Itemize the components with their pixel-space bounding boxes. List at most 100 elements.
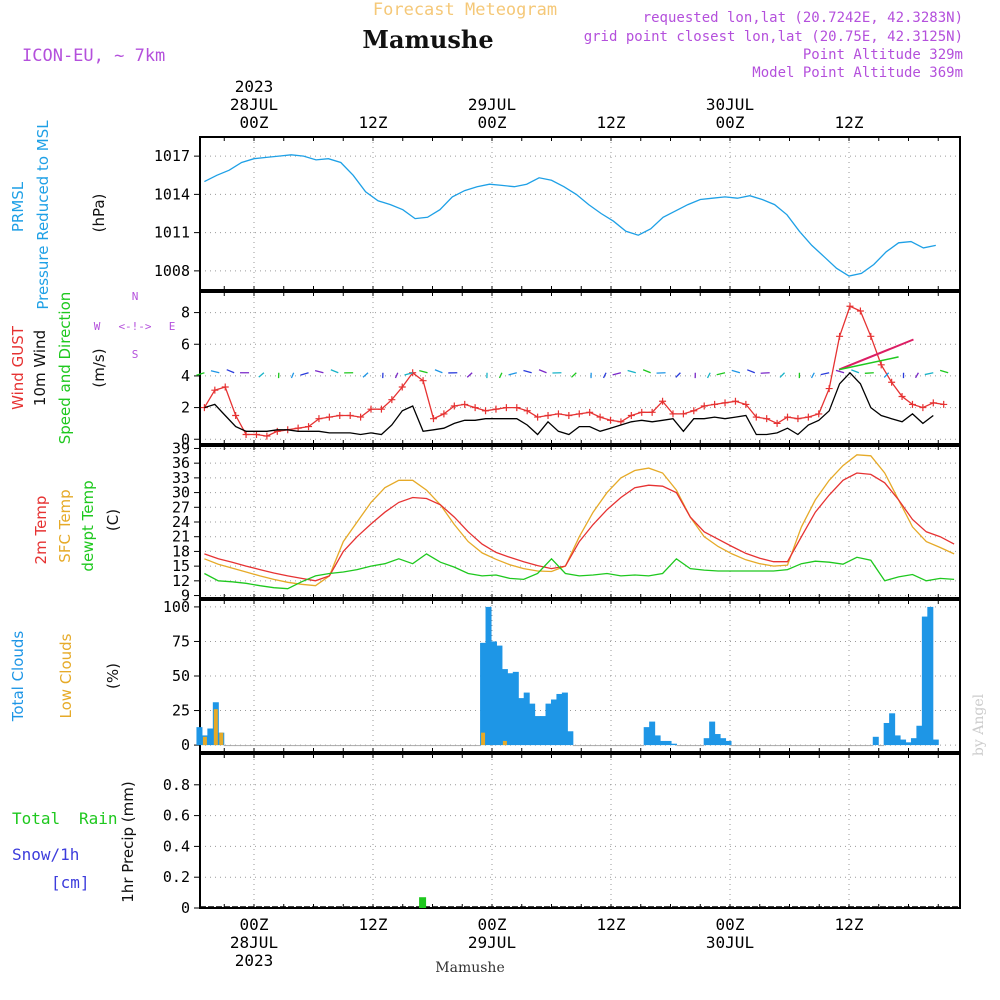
footer-location: Mamushe bbox=[435, 960, 504, 976]
header-title: Forecast Meteogram bbox=[373, 0, 557, 20]
y-tick-label: 4 bbox=[181, 367, 190, 385]
gust-marker bbox=[648, 408, 656, 416]
total-cloud-bar bbox=[196, 727, 203, 746]
y-tick-label: 9 bbox=[181, 587, 190, 605]
y-tick-label: 100 bbox=[163, 598, 190, 616]
p5-label-snow: Snow/1h bbox=[12, 845, 79, 864]
total-cloud-bar bbox=[354, 745, 361, 747]
total-cloud-bar bbox=[872, 736, 879, 746]
point-altitude: Point Altitude 329m bbox=[803, 47, 963, 63]
wind-direction-arrow bbox=[914, 372, 919, 379]
p2-label-wind: 10m Wind bbox=[31, 330, 49, 406]
model-altitude: Model Point Altitude 369m bbox=[752, 65, 963, 81]
total-cloud-bar bbox=[392, 745, 399, 747]
y-tick-label: 18 bbox=[172, 542, 190, 560]
bottom-date-28jul: 28JUL bbox=[230, 933, 278, 952]
top-date-29jul: 29JUL bbox=[468, 95, 516, 114]
total-cloud-bar bbox=[780, 745, 787, 747]
total-cloud-bar bbox=[425, 745, 432, 747]
wind-direction-arrow bbox=[838, 338, 914, 371]
wind-direction-arrow bbox=[226, 369, 235, 374]
wind-direction-arrow bbox=[731, 369, 741, 374]
total-cloud-bar bbox=[867, 745, 874, 747]
top-tick-label: 00Z bbox=[240, 113, 269, 132]
total-cloud-bar bbox=[627, 745, 634, 747]
total-cloud-bar bbox=[556, 693, 563, 746]
top-tick-label: 00Z bbox=[478, 113, 507, 132]
wind-direction-arrow bbox=[706, 372, 711, 379]
total-cloud-bar bbox=[840, 745, 847, 747]
gust-marker bbox=[690, 407, 698, 415]
total-cloud-bar bbox=[681, 745, 688, 747]
total-cloud-bar bbox=[660, 740, 667, 746]
low-cloud-bar bbox=[502, 740, 507, 746]
total-cloud-bar bbox=[283, 745, 290, 747]
total-cloud-bar bbox=[878, 745, 885, 747]
total-cloud-bar bbox=[932, 739, 939, 746]
gust-marker bbox=[377, 405, 385, 413]
total-cloud-bar bbox=[905, 742, 912, 746]
total-cloud-bar bbox=[643, 727, 650, 746]
y-tick-label: 2 bbox=[181, 399, 190, 417]
compass-s: S bbox=[132, 348, 139, 361]
bottom-tick-label: 00Z bbox=[716, 915, 745, 934]
total-cloud-bar bbox=[229, 745, 236, 747]
total-cloud-bar bbox=[381, 745, 388, 747]
total-cloud-bar bbox=[589, 745, 596, 747]
panel-frame bbox=[199, 136, 961, 291]
wind-direction-arrow bbox=[394, 372, 399, 379]
total-cloud-bar bbox=[594, 745, 601, 747]
temp-2m-line bbox=[204, 472, 955, 582]
wind-direction-arrow bbox=[210, 370, 220, 374]
gust-marker bbox=[659, 397, 667, 405]
p2-label-unit: (m/s) bbox=[90, 348, 108, 387]
total-cloud-bar bbox=[474, 745, 481, 747]
y-tick-label: 1014 bbox=[154, 185, 190, 203]
compass-e: E bbox=[169, 320, 176, 333]
gust-marker bbox=[836, 332, 844, 340]
low-cloud-bar bbox=[481, 732, 486, 746]
wind-direction-arrow bbox=[434, 369, 443, 374]
total-cloud-bar bbox=[725, 740, 732, 746]
bottom-year: 2023 bbox=[235, 951, 274, 970]
gust-marker bbox=[429, 415, 437, 423]
total-cloud-bar bbox=[670, 743, 677, 746]
gust-marker bbox=[544, 412, 552, 419]
gust-marker bbox=[825, 385, 833, 393]
y-tick-label: 0.8 bbox=[163, 776, 190, 794]
total-cloud-bar bbox=[812, 745, 819, 747]
gust-marker bbox=[940, 400, 948, 408]
total-cloud-bar bbox=[300, 745, 307, 747]
top-tick-label: 12Z bbox=[597, 113, 626, 132]
total-cloud-bar bbox=[343, 745, 350, 747]
total-cloud-bar bbox=[638, 745, 645, 747]
wind-direction-arrow bbox=[864, 372, 874, 374]
gust-marker bbox=[565, 412, 573, 419]
y-tick-label: 75 bbox=[172, 632, 190, 650]
total-cloud-bar bbox=[523, 692, 530, 746]
y-tick-label: 1017 bbox=[154, 147, 190, 165]
wind-direction-arrow bbox=[716, 372, 726, 376]
total-cloud-bar bbox=[251, 745, 257, 747]
gust-marker bbox=[898, 393, 906, 400]
total-cloud-bar bbox=[856, 745, 863, 747]
total-cloud-bar bbox=[889, 713, 896, 746]
total-cloud-bar bbox=[883, 722, 890, 746]
wind-direction-arrow bbox=[627, 369, 636, 374]
wind-direction-arrow bbox=[538, 369, 547, 374]
total-cloud-bar bbox=[703, 738, 710, 746]
panel-frame bbox=[199, 291, 961, 445]
p3-label-unit: (C) bbox=[104, 509, 122, 531]
total-cloud-bar bbox=[349, 745, 356, 747]
total-cloud-bar bbox=[583, 745, 590, 747]
total-cloud-bar bbox=[501, 669, 508, 746]
wind-direction-arrow bbox=[290, 372, 295, 379]
wind-direction-arrow bbox=[747, 369, 756, 374]
gust-marker bbox=[607, 416, 615, 424]
total-cloud-bar bbox=[310, 745, 317, 747]
gust-marker bbox=[534, 413, 542, 421]
total-cloud-bar bbox=[823, 745, 830, 747]
total-cloud-bar bbox=[245, 745, 252, 747]
total-cloud-bar bbox=[463, 745, 470, 747]
total-cloud-bar bbox=[785, 745, 792, 747]
